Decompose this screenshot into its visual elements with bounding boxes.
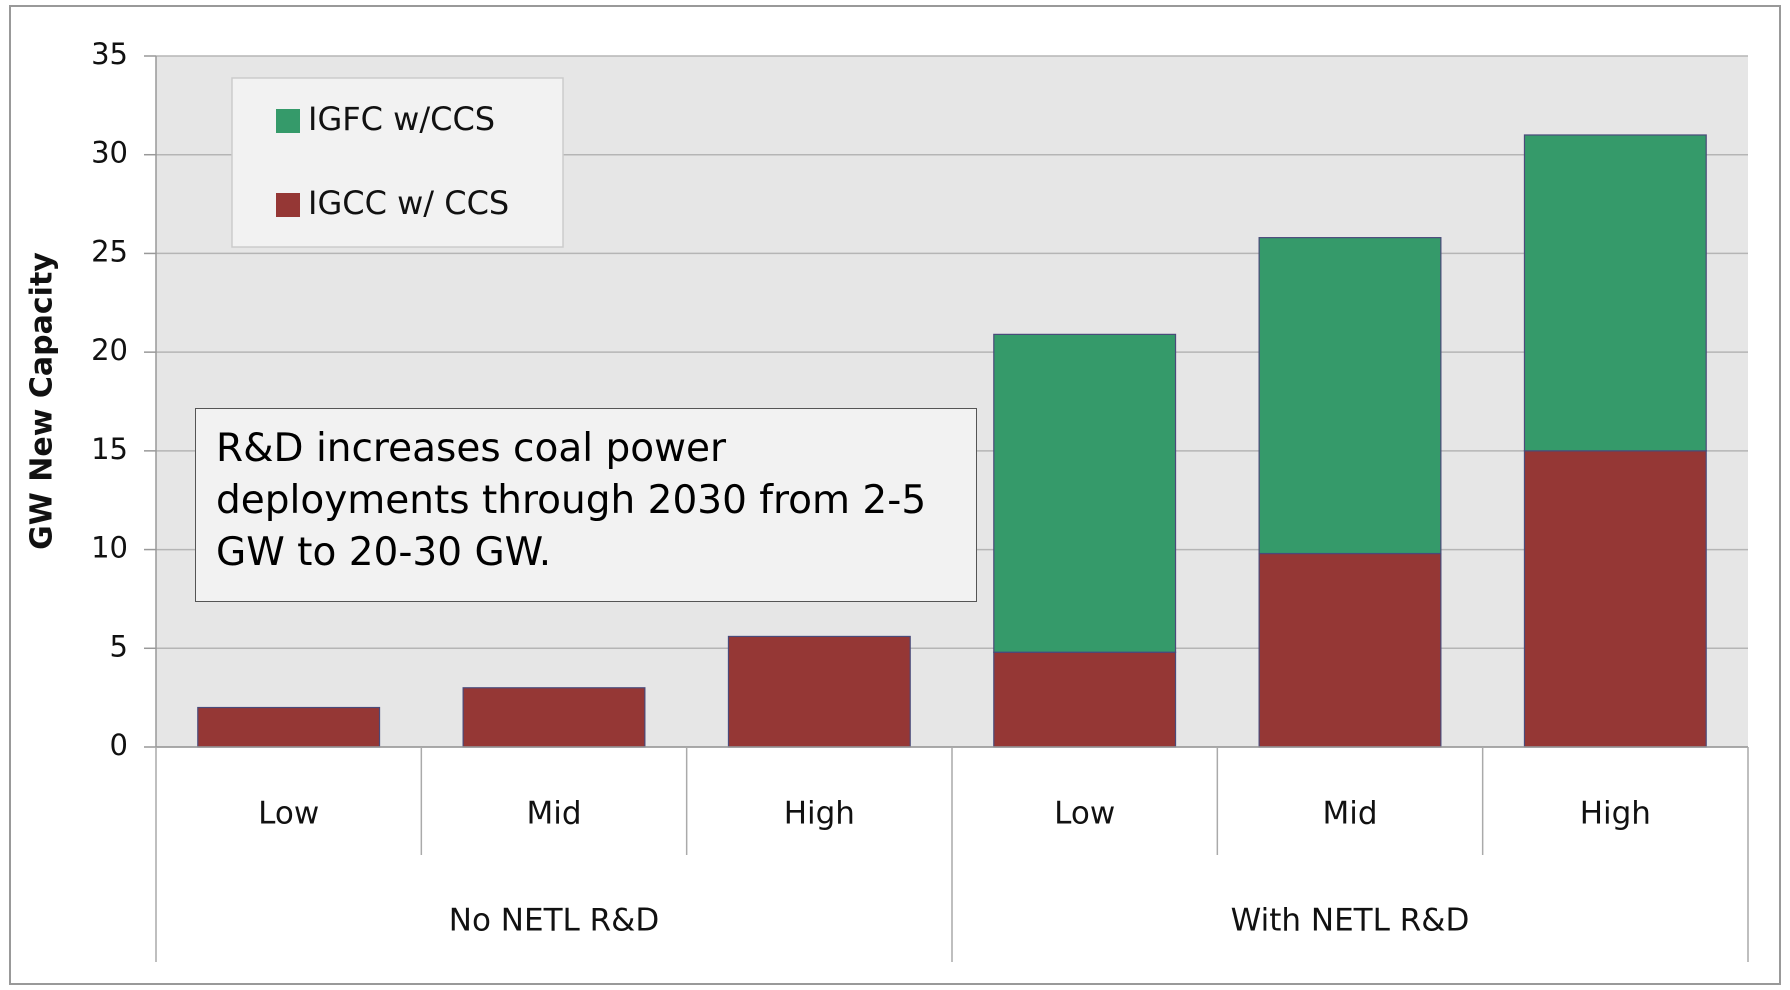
x-tick-label: High [1580, 796, 1651, 832]
annotation: R&D increases coal power deployments thr… [195, 408, 977, 602]
legend-label: IGFC w/CCS [308, 100, 495, 138]
bar-segment [993, 651, 1177, 748]
bar-segment [462, 687, 646, 748]
y-tick-label: 20 [91, 333, 128, 367]
bar-segment [1523, 450, 1707, 748]
y-tick-label: 0 [110, 728, 128, 762]
y-tick-label: 10 [91, 531, 128, 565]
y-tick-label: 30 [91, 136, 128, 170]
legend-swatch [276, 193, 300, 217]
legend-box [231, 77, 564, 248]
y-tick-label: 35 [91, 37, 128, 71]
y-tick-label: 25 [91, 234, 128, 268]
bar-segment [1258, 552, 1442, 748]
y-tick-label: 5 [110, 629, 128, 663]
group-label: No NETL R&D [449, 903, 659, 939]
legend-label: IGCC w/ CCS [308, 184, 509, 222]
x-tick-label: Mid [526, 796, 581, 832]
x-tick-label: Low [1054, 796, 1115, 832]
group-label: With NETL R&D [1231, 903, 1470, 939]
x-tick-label: High [784, 796, 855, 832]
y-axis-label: GW New Capacity [25, 252, 60, 550]
x-tick-label: Mid [1322, 796, 1377, 832]
legend-swatch [276, 109, 300, 133]
bar-segment [1523, 134, 1707, 452]
y-tick-label: 15 [91, 432, 128, 466]
bar-segment [993, 333, 1177, 653]
bar-segment [727, 635, 911, 748]
x-tick-label: Low [258, 796, 319, 832]
bar-segment [197, 706, 381, 748]
bar-segment [1258, 237, 1442, 555]
